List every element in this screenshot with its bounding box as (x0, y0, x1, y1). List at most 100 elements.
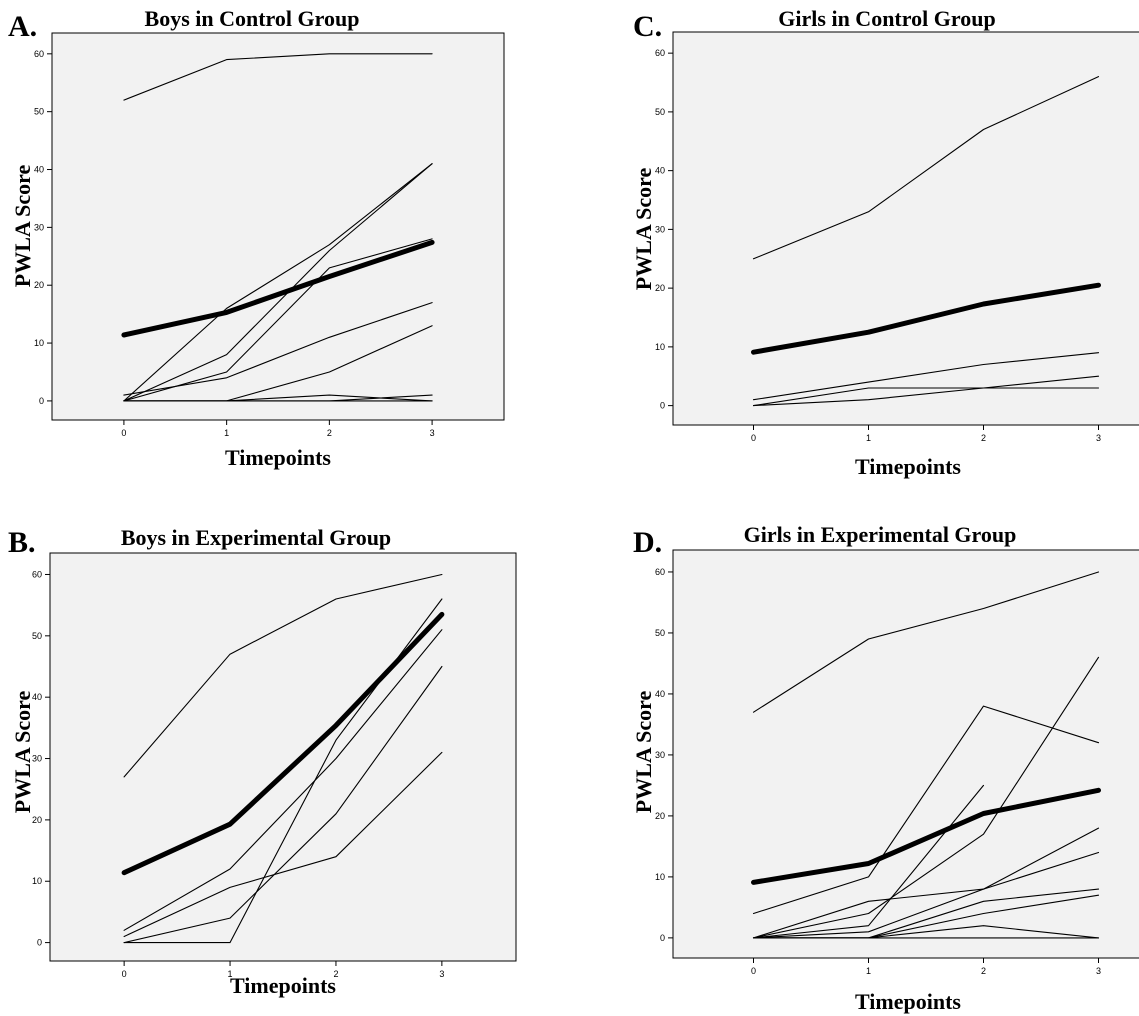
plot-area (672, 549, 1139, 959)
individual-series-line (752, 851, 1100, 939)
panel-b-chart: B. Boys in Experimental Group 0102030405… (8, 525, 517, 998)
y-tick-label: 50 (32, 631, 42, 641)
panel-letter: C. (633, 10, 662, 43)
x-tick-label: 3 (1096, 966, 1101, 976)
individual-series-line (123, 751, 443, 938)
x-tick-label: 0 (751, 433, 756, 443)
y-tick-label: 10 (34, 338, 44, 348)
individual-series-line (752, 76, 1100, 260)
individual-series-line (752, 656, 1100, 939)
y-tick-label: 10 (32, 876, 42, 886)
y-axis: 0 10 20 30 40 50 60 (32, 569, 50, 948)
plot-lines (751, 76, 1101, 407)
mean-series-line (121, 611, 445, 876)
x-axis: 0 1 2 3 (751, 958, 1101, 976)
y-tick-label: 10 (655, 342, 665, 352)
individual-series-line (752, 387, 1100, 407)
y-tick-label: 30 (32, 754, 42, 764)
y-tick-label: 30 (655, 224, 665, 234)
panel-c: C. Girls in Control Group 0 10 20 30 40 50 60 … (630, 0, 1139, 500)
plot-area (49, 552, 517, 962)
panel-letter: A. (8, 10, 37, 43)
x-tick-label: 1 (866, 433, 871, 443)
plot-area (672, 31, 1139, 426)
x-tick-label: 1 (228, 969, 233, 979)
individual-series-line (752, 827, 1100, 939)
mean-series-line (751, 282, 1101, 355)
y-tick-label: 30 (655, 750, 665, 760)
x-tick-label: 3 (439, 969, 444, 979)
y-tick-label: 20 (34, 280, 44, 290)
x-tick-label: 2 (981, 966, 986, 976)
individual-series-line (123, 163, 433, 402)
y-axis-label: PWLA Score (10, 165, 35, 288)
panel-title: Boys in Experimental Group (121, 525, 391, 550)
y-tick-label: 50 (655, 628, 665, 638)
panel-title: Girls in Experimental Group (744, 522, 1017, 547)
individual-series-line (752, 571, 1100, 713)
y-tick-label: 50 (655, 107, 665, 117)
y-tick-label: 0 (660, 401, 665, 411)
panel-a: A. Boys in Control Group 0 10 20 30 40 50 60 0… (0, 0, 560, 500)
y-tick-label: 30 (34, 222, 44, 232)
x-tick-label: 2 (333, 969, 338, 979)
individual-series-line (752, 705, 1100, 915)
y-tick-label: 20 (655, 811, 665, 821)
x-axis: 0 1 2 3 (751, 425, 1101, 443)
x-tick-label: 2 (981, 433, 986, 443)
y-axis-label: PWLA Score (631, 168, 656, 291)
x-tick-label: 1 (866, 966, 871, 976)
y-tick-label: 20 (655, 283, 665, 293)
x-tick-label: 3 (430, 428, 435, 438)
panel-letter: B. (8, 526, 36, 559)
y-tick-label: 40 (32, 692, 42, 702)
mean-series-line (751, 787, 1101, 885)
y-tick-label: 0 (37, 938, 42, 948)
x-tick-label: 2 (327, 428, 332, 438)
individual-series-line (123, 53, 433, 101)
x-axis-label: Timepoints (855, 989, 961, 1014)
x-axis: 0 1 2 3 (122, 961, 444, 979)
x-tick-label: 0 (122, 969, 127, 979)
y-tick-label: 40 (655, 166, 665, 176)
individual-series-line (123, 629, 443, 931)
y-axis-label: PWLA Score (631, 691, 656, 814)
panel-title: Boys in Control Group (145, 6, 360, 31)
panel-d-chart: D. Girls in Experimental Group 010203040… (631, 522, 1139, 1014)
y-axis: 0 10 20 30 40 50 60 (34, 49, 52, 406)
panel-title: Girls in Control Group (778, 6, 995, 31)
y-tick-label: 60 (655, 567, 665, 577)
x-tick-label: 0 (751, 966, 756, 976)
individual-series-line (123, 302, 433, 396)
panel-d: D. Girls in Experimental Group 0 10 20 30 40… (630, 516, 1139, 1016)
individual-series-line (123, 665, 443, 944)
panel-c-chart: C. Girls in Control Group 0102030405060 … (631, 6, 1139, 479)
panel-letter: D. (633, 526, 662, 559)
plot-area (51, 32, 505, 421)
y-tick-label: 0 (39, 396, 44, 406)
panel-b: B. Boys in Experimental Group 0 10 20 30 40 5… (0, 516, 560, 1016)
y-tick-label: 60 (655, 48, 665, 58)
plot-lines (751, 571, 1101, 939)
y-tick-label: 0 (660, 933, 665, 943)
x-tick-label: 3 (1096, 433, 1101, 443)
y-axis-label: PWLA Score (10, 691, 35, 814)
y-axis: 0 10 20 30 40 50 60 (655, 48, 673, 411)
individual-series-line (752, 352, 1100, 401)
y-tick-label: 40 (655, 689, 665, 699)
plot-lines (121, 53, 435, 402)
mean-series-line (121, 239, 435, 338)
x-tick-label: 1 (224, 428, 229, 438)
y-tick-label: 40 (34, 165, 44, 175)
y-tick-label: 10 (655, 872, 665, 882)
x-axis-label: Timepoints (225, 445, 331, 470)
individual-series-line (123, 163, 433, 402)
y-tick-label: 60 (34, 49, 44, 59)
y-tick-label: 60 (32, 569, 42, 579)
plot-lines (121, 573, 445, 944)
x-axis-label: Timepoints (855, 454, 961, 479)
x-axis-label: Timepoints (230, 973, 336, 998)
y-tick-label: 20 (32, 815, 42, 825)
x-tick-label: 0 (121, 428, 126, 438)
